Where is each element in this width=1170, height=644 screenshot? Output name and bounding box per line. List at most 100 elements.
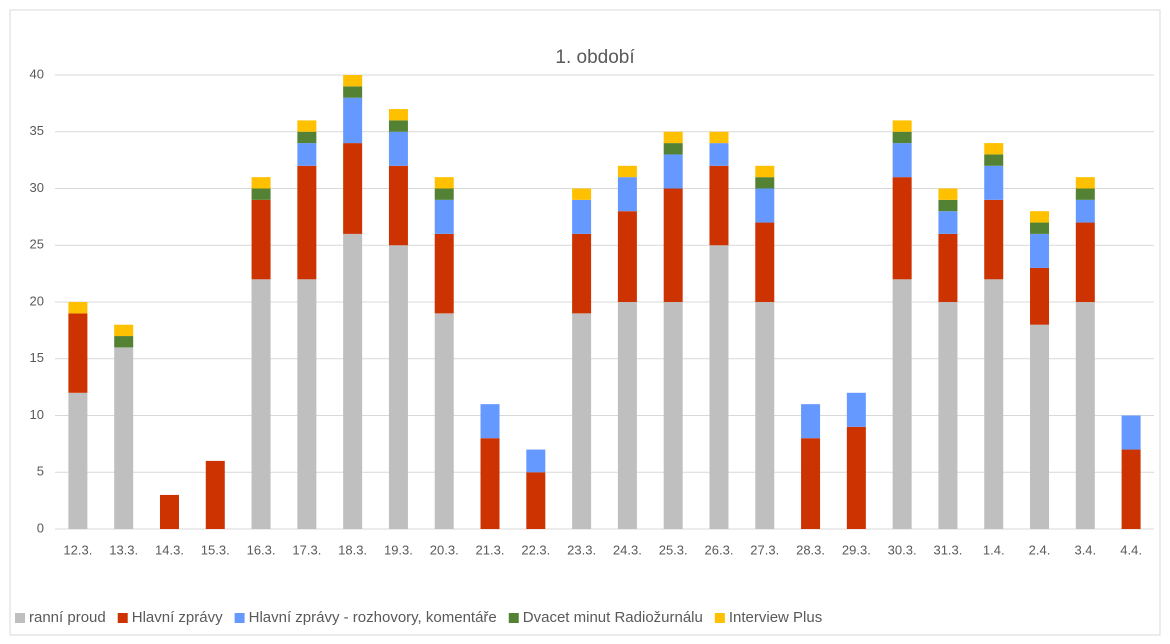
bar-segment bbox=[663, 154, 683, 189]
bar-segment bbox=[68, 302, 88, 314]
bar-segment bbox=[709, 245, 729, 529]
bar-segment bbox=[938, 188, 958, 200]
bar-segment bbox=[388, 165, 408, 246]
legend-label: ranní proud bbox=[29, 609, 106, 626]
bar-segment bbox=[480, 438, 500, 529]
bar-segment bbox=[159, 494, 179, 529]
bar-segment bbox=[343, 97, 363, 144]
x-tick-label: 19.3. bbox=[384, 542, 413, 557]
legend-label: Hlavní zprávy bbox=[132, 609, 223, 626]
x-tick-label: 31.3. bbox=[933, 542, 962, 557]
bar-segment bbox=[388, 131, 408, 166]
bar-segment bbox=[434, 313, 454, 529]
bar-segment bbox=[114, 324, 134, 337]
bar-segment bbox=[709, 165, 729, 246]
x-tick-label: 4.4. bbox=[1120, 542, 1142, 557]
bar-segment bbox=[617, 177, 637, 212]
bar-segment bbox=[1121, 449, 1141, 529]
x-tick-label: 22.3. bbox=[521, 542, 550, 557]
bar-segment bbox=[938, 233, 958, 302]
bar-segment bbox=[388, 245, 408, 529]
legend-label: Dvacet minut Radiožurnálu bbox=[523, 609, 703, 626]
bar-segment bbox=[388, 120, 408, 132]
bar-segment bbox=[984, 199, 1004, 280]
bar-segment bbox=[938, 199, 958, 212]
x-tick-label: 3.4. bbox=[1074, 542, 1096, 557]
bar-segment bbox=[1030, 233, 1050, 268]
y-tick-label: 10 bbox=[30, 407, 44, 422]
legend-swatch bbox=[15, 613, 25, 623]
y-tick-label: 30 bbox=[30, 180, 44, 195]
bar-segment bbox=[572, 188, 592, 200]
bar-segment bbox=[892, 279, 912, 529]
x-tick-label: 27.3. bbox=[750, 542, 779, 557]
x-tick-label: 29.3. bbox=[842, 542, 871, 557]
bar-segment bbox=[1030, 267, 1050, 325]
x-tick-label: 24.3. bbox=[613, 542, 642, 557]
bar-segment bbox=[755, 165, 775, 178]
bar-segment bbox=[434, 199, 454, 234]
bar-segment bbox=[1075, 177, 1095, 189]
legend-label: Hlavní zprávy - rozhovory, komentáře bbox=[249, 609, 497, 626]
bar-segment bbox=[984, 154, 1004, 166]
bar-segment bbox=[938, 302, 958, 529]
y-tick-label: 25 bbox=[30, 237, 44, 252]
bar-segment bbox=[846, 392, 866, 427]
x-tick-label: 2.4. bbox=[1029, 542, 1051, 557]
bar-segment bbox=[938, 211, 958, 234]
bar-segment bbox=[892, 177, 912, 280]
bar-segment bbox=[1030, 324, 1050, 529]
bar-segment bbox=[755, 188, 775, 223]
bar-segment bbox=[251, 199, 271, 280]
bar-segment bbox=[114, 336, 134, 348]
bar-segment bbox=[755, 302, 775, 529]
bar-segment bbox=[1030, 222, 1050, 234]
bar-segment bbox=[388, 109, 408, 121]
bar-segment bbox=[709, 131, 729, 144]
y-tick-label: 35 bbox=[30, 123, 44, 138]
bar-segment bbox=[663, 302, 683, 529]
bar-segment bbox=[297, 165, 317, 280]
bar-segment bbox=[526, 472, 546, 529]
bar-segment bbox=[343, 143, 363, 234]
x-tick-label: 13.3. bbox=[109, 542, 138, 557]
bar-segment bbox=[801, 438, 821, 529]
bar-segment bbox=[663, 143, 683, 155]
bar-segment bbox=[801, 404, 821, 439]
bar-segment bbox=[663, 188, 683, 302]
x-tick-label: 14.3. bbox=[155, 542, 184, 557]
chart-title: 1. období bbox=[555, 47, 635, 68]
bar-segment bbox=[1075, 199, 1095, 223]
y-tick-label: 20 bbox=[30, 293, 44, 308]
x-tick-label: 23.3. bbox=[567, 542, 596, 557]
bar-segment bbox=[251, 177, 271, 189]
bar-segment bbox=[572, 199, 592, 234]
legend-swatch bbox=[714, 613, 725, 623]
bar-segment bbox=[297, 120, 317, 132]
y-tick-label: 15 bbox=[30, 350, 44, 365]
bar-segment bbox=[572, 313, 592, 529]
bar-segment bbox=[251, 188, 271, 200]
x-tick-label: 30.3. bbox=[888, 542, 917, 557]
bar-segment bbox=[526, 449, 546, 473]
bar-segment bbox=[892, 120, 912, 132]
bar-segment bbox=[755, 222, 775, 302]
legend-swatch bbox=[117, 613, 128, 623]
bar-segment bbox=[1075, 302, 1095, 529]
x-tick-label: 17.3. bbox=[292, 542, 321, 557]
bar-segment bbox=[297, 131, 317, 144]
bar-segment bbox=[572, 233, 592, 314]
bar-segment bbox=[984, 165, 1004, 200]
bar-segment bbox=[1121, 415, 1141, 450]
legend-label: Interview Plus bbox=[729, 609, 822, 626]
legend-swatch bbox=[234, 613, 245, 623]
bar-segment bbox=[1075, 222, 1095, 302]
bar-segment bbox=[617, 302, 637, 529]
bar-segment bbox=[251, 279, 271, 529]
x-tick-label: 28.3. bbox=[796, 542, 825, 557]
bar-segment bbox=[68, 392, 88, 529]
x-tick-label: 12.3. bbox=[63, 542, 92, 557]
bar-segment bbox=[343, 75, 363, 87]
bar-segment bbox=[1075, 188, 1095, 200]
